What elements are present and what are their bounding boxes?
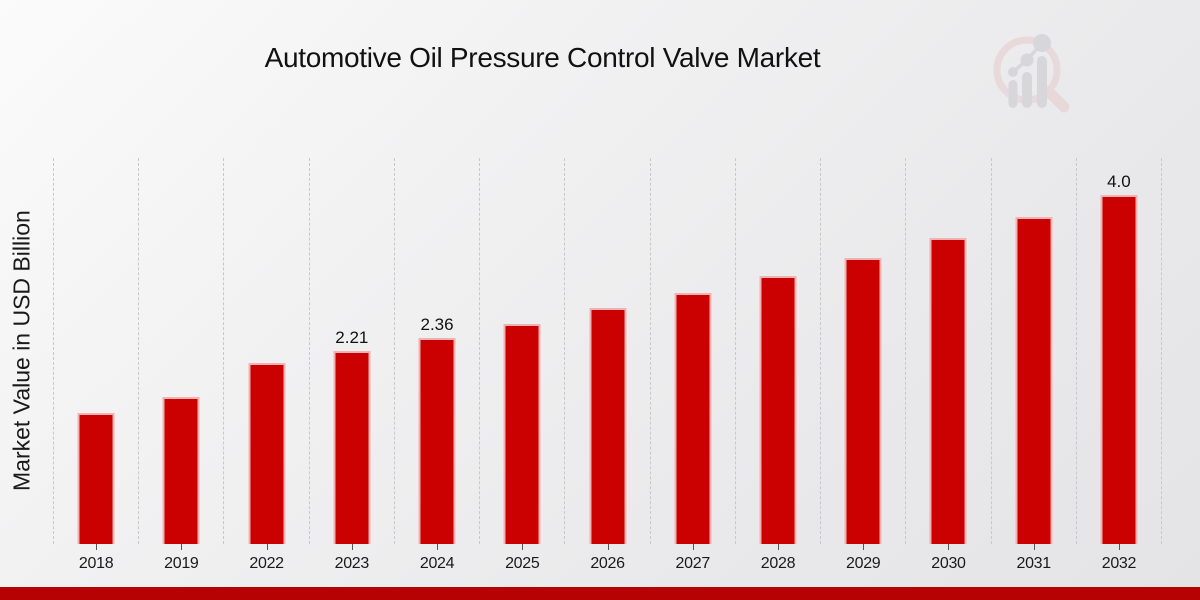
x-axis-tick: [692, 544, 694, 550]
x-axis-label: 2027: [675, 555, 711, 572]
x-axis-tick: [181, 544, 183, 550]
bar-column-2027: 2027: [649, 158, 735, 572]
x-axis-label: 2024: [419, 555, 455, 572]
bar: [162, 397, 200, 544]
bar-column-2028: 2028: [734, 158, 820, 572]
x-axis-tick: [437, 544, 439, 550]
x-axis-label: 2025: [505, 555, 540, 572]
bar: [77, 413, 115, 544]
logo-bar-chart-icon: [1008, 34, 1051, 108]
bottom-accent-strip: [0, 587, 1200, 600]
x-axis-label: 2018: [78, 555, 114, 572]
x-axis-tick: [607, 544, 609, 550]
bar: [418, 338, 456, 544]
x-axis-label: 2029: [846, 555, 881, 572]
x-axis-tick: [777, 544, 779, 550]
bar: [844, 258, 882, 544]
bar-column-2029: 2029: [820, 158, 905, 572]
bar-column-2018: 2018: [53, 158, 138, 572]
x-axis-tick: [948, 544, 950, 550]
bar: [674, 293, 712, 544]
bar-column-2022: 2022: [223, 158, 308, 572]
x-axis-tick: [1118, 544, 1120, 550]
x-axis-label: 2023: [334, 555, 370, 572]
bar-column-2030: 2030: [905, 158, 990, 572]
bar-column-2023: 2.21 2023: [308, 158, 394, 572]
bar: [589, 308, 627, 544]
x-axis-label: 2028: [760, 555, 796, 572]
bar: [503, 324, 541, 544]
x-axis-tick: [1033, 544, 1035, 550]
x-axis-label: 2031: [1016, 555, 1051, 572]
bar-column-2025: 2025: [479, 158, 564, 572]
bar-column-2032: 4.0 2032: [1075, 158, 1163, 572]
x-axis-tick: [96, 544, 98, 550]
x-axis-label: 2030: [931, 555, 966, 572]
bar: [759, 276, 797, 544]
x-axis-tick: [351, 544, 353, 550]
bar-column-2026: 2026: [564, 158, 649, 572]
bar-column-2031: 2031: [990, 158, 1076, 572]
brand-logo-icon: [993, 34, 1070, 113]
bar-value-label: 2.21: [335, 328, 369, 347]
x-axis-tick: [522, 544, 524, 550]
x-axis-label: 2032: [1101, 555, 1137, 572]
x-axis-label: 2026: [590, 555, 625, 572]
bar-column-2024: 2.36 2024: [393, 158, 479, 572]
x-axis-label: 2022: [249, 555, 284, 572]
bar-column-2019: 2019: [138, 158, 223, 572]
x-axis-tick: [266, 544, 268, 550]
bar: [929, 238, 967, 544]
x-axis-tick: [863, 544, 865, 550]
plot-area: 2018 2019 2022 2.21 2023 2.36 2024 2025 2026 2027…: [53, 158, 1163, 572]
bar-value-label: 4.0: [1107, 172, 1131, 191]
x-axis-label: 2019: [164, 555, 199, 572]
bar-value-label: 2.36: [420, 315, 454, 334]
y-axis-label: Market Value in USD Billion: [8, 210, 35, 492]
chart-title: Automotive Oil Pressure Control Valve Ma…: [264, 42, 821, 73]
bar: [1015, 217, 1053, 544]
bar: [248, 363, 286, 544]
bar: [333, 351, 371, 544]
bar: [1100, 195, 1138, 544]
